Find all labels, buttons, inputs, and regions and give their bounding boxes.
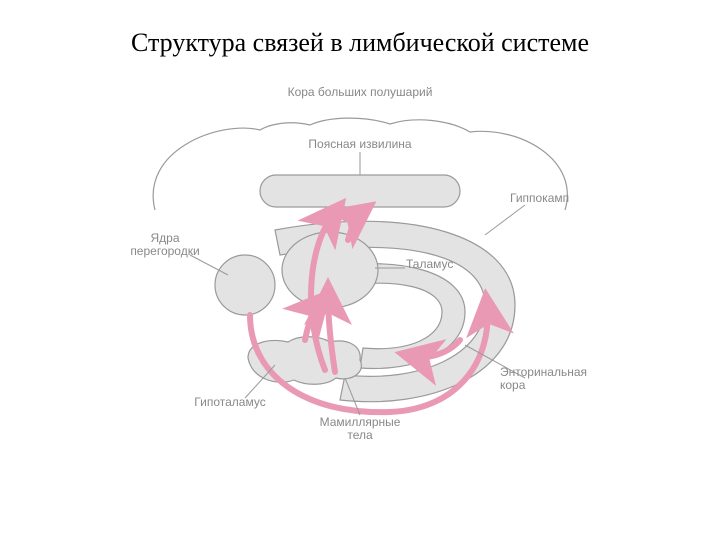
label-thalamus: Таламус [406,258,476,271]
label-entorhinal: Энторинальнаякора [500,366,610,392]
label-cortex: Кора больших полушарий [260,86,460,99]
cingulate-shape [260,175,460,207]
limbic-diagram: Кора больших полушарий Поясная извилина … [130,90,590,470]
label-hippocampus: Гиппокамп [510,192,590,205]
label-mammillary: Мамиллярныетела [310,416,410,442]
page-title: Структура связей в лимбической системе [0,28,720,58]
label-hypothalamus: Гипоталамус [180,396,280,409]
label-cingulate: Поясная извилина [290,138,430,151]
label-septal: Ядраперегородки [120,232,210,258]
septal-shape [215,255,275,315]
